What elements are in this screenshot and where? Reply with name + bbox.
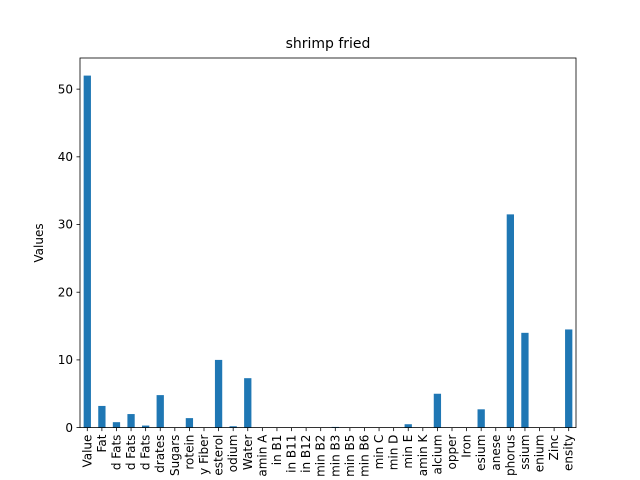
- x-tick-label: min B2: [314, 435, 328, 477]
- chart-title: shrimp fried: [286, 36, 371, 52]
- y-axis-label: Values: [32, 223, 46, 262]
- x-tick-label: odium: [226, 435, 240, 473]
- bar: [98, 405, 106, 428]
- bar-series: [83, 75, 573, 428]
- bar: [83, 75, 91, 428]
- bar: [404, 424, 412, 428]
- x-tick-label: enium: [533, 435, 547, 473]
- x-tick-label: alcium: [430, 435, 444, 475]
- x-tick-label: Sugars: [168, 435, 182, 476]
- x-tick-label: d Fats: [124, 435, 138, 471]
- x-tick-label: y Fiber: [197, 435, 211, 475]
- x-tick-label: min B3: [328, 435, 342, 477]
- x-tick-label: d Fats: [109, 435, 123, 471]
- bar: [127, 414, 135, 428]
- x-tick-label: min B6: [357, 435, 371, 477]
- y-tick-label: 0: [65, 421, 73, 435]
- x-tick-label: rotein: [182, 435, 196, 470]
- x-tick-label: in B1: [270, 435, 284, 466]
- bar: [156, 395, 164, 428]
- bar: [244, 378, 252, 428]
- x-tick-label: ssium: [518, 435, 532, 470]
- y-tick-label: 20: [58, 285, 73, 299]
- bar: [185, 418, 194, 428]
- bar: [506, 214, 514, 428]
- x-axis: Value Fat d Fats d Fats d Fats drates Sugars ro…: [80, 427, 576, 477]
- y-tick-label: 10: [58, 353, 73, 367]
- x-tick-label: esterol: [212, 435, 226, 476]
- x-tick-label: amin K: [416, 433, 430, 476]
- plot-area-frame: [79, 57, 577, 429]
- x-tick-label: Water: [241, 435, 255, 471]
- bar: [214, 359, 223, 428]
- x-tick-label: Iron: [460, 435, 474, 458]
- x-tick-label: min E: [401, 435, 415, 469]
- x-tick-label: d Fats: [139, 435, 153, 471]
- x-tick-label: anese: [489, 435, 503, 471]
- bar: [229, 426, 237, 428]
- bar: [477, 409, 485, 428]
- x-tick-label: Fat: [95, 434, 109, 452]
- y-tick-label: 30: [58, 218, 73, 232]
- bar: [565, 329, 573, 428]
- bar: [142, 425, 150, 428]
- bar: [112, 422, 121, 428]
- x-tick-label: in B12: [299, 435, 313, 473]
- y-tick-label: 50: [58, 82, 73, 96]
- x-tick-label: min B5: [343, 435, 357, 477]
- x-tick-label: esium: [474, 435, 488, 471]
- x-tick-label: drates: [153, 435, 167, 473]
- x-tick-label: in B11: [285, 435, 299, 473]
- x-tick-label: Value: [80, 435, 94, 468]
- x-tick-label: amin A: [255, 434, 269, 477]
- x-tick-label: min D: [387, 435, 401, 471]
- x-tick-label: phorus: [503, 435, 517, 476]
- bar: [433, 393, 442, 428]
- x-tick-label: ensity: [562, 435, 576, 471]
- y-axis: 0 10 20 30 40 50: [58, 82, 80, 435]
- y-tick-label: 40: [58, 150, 73, 164]
- x-tick-label: opper: [445, 435, 459, 470]
- x-tick-label: min C: [372, 435, 386, 470]
- x-tick-label: Zinc: [547, 435, 561, 461]
- bar: [521, 332, 529, 428]
